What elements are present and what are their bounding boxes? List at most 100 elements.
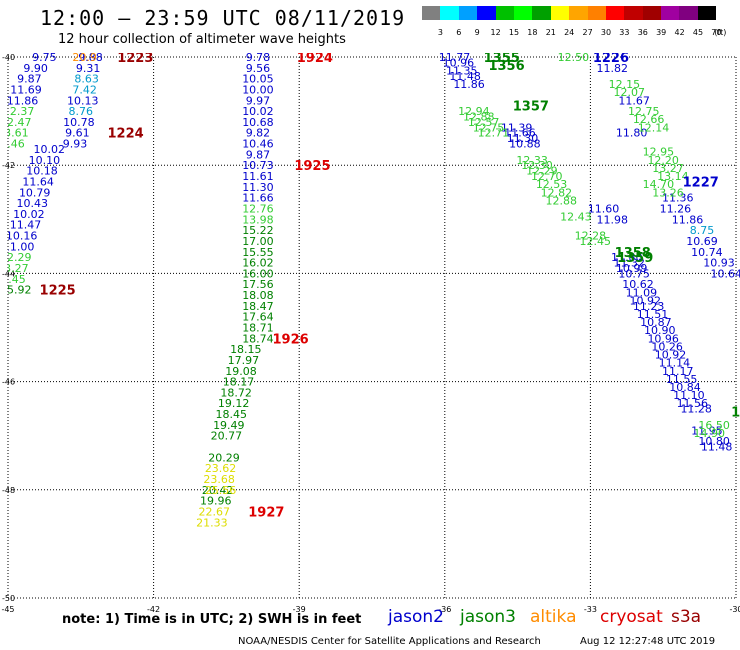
data-point-jason2: 11.48 [449, 70, 481, 83]
data-point-jason3: 15.22 [242, 224, 274, 237]
data-points-group: 9.759.909.8711.6911.8612.3712.4713.6113.… [0, 51, 740, 529]
time-annotation: 1357 [513, 100, 549, 115]
data-point-jason2: 10.80 [698, 435, 730, 448]
x-tick-label: -30 [729, 605, 740, 614]
data-point-jason2: 10.69 [686, 235, 718, 248]
data-point-jason2: 11.30 [507, 132, 539, 145]
data-point-jason2: 11.51 [637, 308, 669, 321]
data-point-jason2: 8.63 [74, 73, 99, 86]
data-point-jason2: 11.36 [662, 192, 694, 205]
time-annotation: 1356 [488, 59, 524, 74]
colorbar-label: 42 [674, 28, 685, 37]
data-point-jason3: 12.76 [242, 202, 274, 215]
data-point-jason2: 12.37 [3, 105, 35, 118]
data-point-jason3: 12.45 [580, 235, 612, 248]
data-point-jason3: 12.71 [478, 127, 510, 140]
data-point-jason2: 11.55 [666, 373, 698, 386]
data-point-jason2: 12.47 [0, 116, 32, 129]
data-point-altika: 23.68 [203, 473, 235, 486]
data-point-jason3: 16.02 [242, 257, 274, 270]
data-point-jason3: 12.57 [468, 116, 500, 129]
x-tick-label: -42 [147, 605, 160, 614]
data-point-jason3: 14.70 [643, 178, 675, 191]
data-point-jason2: 8.76 [69, 105, 94, 118]
data-point-altika: 21.33 [196, 516, 228, 529]
data-point-jason2: 10.02 [242, 105, 274, 118]
x-tick-label: -45 [1, 605, 14, 614]
colorbar-swatch [550, 6, 570, 20]
colorbar-swatch [624, 6, 643, 20]
colorbar-label: 24 [564, 28, 575, 37]
data-point-jason3: 19.96 [200, 495, 232, 508]
time-annotation: 1355 [484, 51, 520, 66]
colorbar-swatch [440, 6, 459, 20]
data-point-jason2: 10.10 [29, 154, 61, 167]
y-tick-label: -48 [2, 486, 15, 495]
data-point-jason2: 11.47 [10, 219, 42, 232]
time-annotation: 1359 [617, 251, 653, 266]
data-point-jason2: 10.13 [67, 94, 99, 107]
colorbar-swatch [679, 6, 698, 20]
legend-s3a: s3a [671, 607, 702, 627]
data-point-jason2: 11.61 [242, 170, 274, 183]
time-annotation: 1927 [248, 505, 284, 520]
data-point-jason2: 11.48 [701, 441, 733, 454]
data-point-jason3: 13.98 [242, 213, 274, 226]
colorbar-legend: 3 6 9 12 15 18 21 24 27 30 33 36 39 42 45 70 (ft) [422, 6, 726, 37]
data-point-jason2: 11.86 [453, 78, 485, 91]
data-point-jason2: 11.95 [691, 424, 723, 437]
colorbar-label: 18 [527, 28, 538, 37]
data-point-jason2: 11.23 [633, 300, 665, 313]
time-annotation: 1926 [273, 332, 309, 347]
data-point-jason3: 18.17 [223, 376, 255, 389]
legend-altika: altika [530, 607, 577, 627]
data-point-jason3: 12.20 [647, 154, 679, 167]
colorbar-label: 30 [600, 28, 612, 37]
data-point-jason3: 12.75 [473, 121, 505, 134]
data-point-jason3: 12.94 [458, 105, 490, 118]
colorbar-label: (ft) [714, 28, 727, 37]
data-point-jason2: 9.31 [76, 62, 101, 75]
time-annotation: 1224 [107, 127, 143, 142]
colorbar-swatch [495, 6, 514, 20]
data-point-jason2: 10.79 [19, 186, 51, 199]
data-point-jason3: 12.88 [463, 111, 495, 124]
colorbar-label: 27 [582, 28, 593, 37]
data-point-jason2: 10.90 [644, 324, 676, 337]
data-point-jason3: 18.15 [230, 343, 262, 356]
data-point-jason2: 10.96 [443, 56, 475, 69]
data-point-jason3: 12.95 [643, 146, 675, 159]
data-point-jason3: 12.33 [516, 154, 548, 167]
data-point-jason2: 9.78 [246, 51, 271, 64]
x-tick-label: -39 [293, 605, 306, 614]
colorbar-swatch [587, 6, 606, 20]
page-title: 12:00 – 23:59 UTC 08/11/2019 [40, 6, 406, 30]
data-point-jason3: 16.00 [242, 267, 274, 280]
data-point-jason2: 10.93 [703, 257, 735, 270]
data-point-jason2: 11.98 [596, 213, 628, 226]
data-point-jason3: 18.71 [242, 322, 274, 335]
colorbar-label: 33 [619, 28, 630, 37]
y-tick-label: -46 [2, 378, 15, 387]
data-point-jason3: 13.14 [657, 170, 689, 183]
data-point-jason3: 19.12 [218, 397, 250, 410]
data-point-jason3: 12.70 [531, 170, 563, 183]
data-point-jason3: 12.07 [613, 86, 645, 99]
data-point-jason3: 12.14 [638, 121, 670, 134]
legend-jason3: jason3 [460, 607, 516, 627]
colorbar-swatch [513, 6, 533, 20]
data-point-jason2: 11.14 [659, 357, 691, 370]
data-point-jason2: 10.84 [669, 381, 701, 394]
legend-cryosat: cryosat [600, 607, 663, 627]
colorbar-swatch [605, 6, 625, 20]
data-point-jason2: 11.67 [618, 94, 650, 107]
data-point-jason2: 10.99 [616, 262, 648, 275]
data-point-jason2: 11.82 [596, 62, 628, 75]
data-point-jason3: 12.50 [558, 51, 590, 64]
data-point-jason2: 10.64 [711, 267, 740, 280]
data-point-jason2: 11.86 [7, 94, 39, 107]
data-point-jason3: 14.90 [694, 427, 726, 440]
data-point-jason2: 9.82 [246, 127, 271, 140]
colorbar-swatch [569, 6, 588, 20]
